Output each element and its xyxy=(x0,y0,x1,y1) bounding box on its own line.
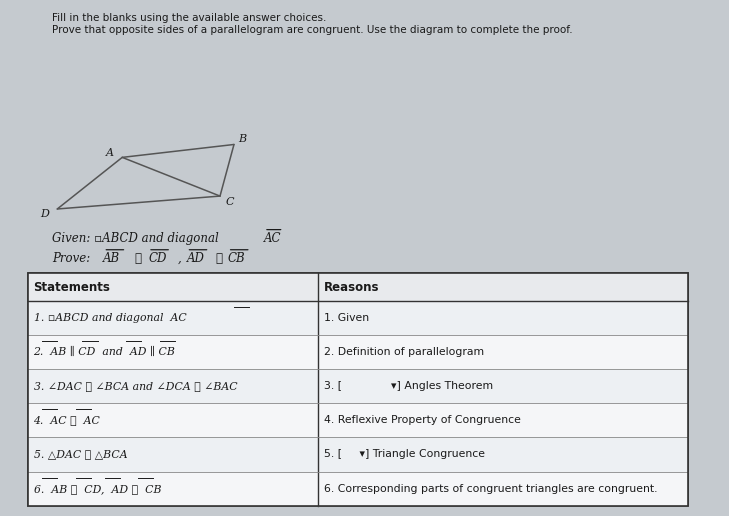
Text: CD: CD xyxy=(148,252,166,265)
Text: 4. Reflexive Property of Congruence: 4. Reflexive Property of Congruence xyxy=(324,415,521,425)
Text: Fill in the blanks using the available answer choices.: Fill in the blanks using the available a… xyxy=(52,13,327,23)
Text: Prove that opposite sides of a parallelogram are congruent. Use the diagram to c: Prove that opposite sides of a parallelo… xyxy=(52,25,573,35)
Text: 3. ∠DAC ≅ ∠BCA and ∠DCA ≅ ∠BAC: 3. ∠DAC ≅ ∠BCA and ∠DCA ≅ ∠BAC xyxy=(34,381,237,391)
Text: AC: AC xyxy=(264,232,281,245)
Text: 2.  AB ∥ CD  and  AD ∥ CB: 2. AB ∥ CD and AD ∥ CB xyxy=(34,347,176,357)
Text: AB: AB xyxy=(104,252,120,265)
Text: B: B xyxy=(238,134,246,144)
Bar xyxy=(28,301,688,335)
Bar xyxy=(28,369,688,403)
Text: CB: CB xyxy=(227,252,246,265)
Text: 5. △DAC ≅ △BCA: 5. △DAC ≅ △BCA xyxy=(34,449,127,459)
Bar xyxy=(28,472,688,506)
Text: ,: , xyxy=(178,252,182,265)
Bar xyxy=(28,273,688,506)
Bar xyxy=(28,335,688,369)
Text: 4.  AC ≅  AC: 4. AC ≅ AC xyxy=(34,415,101,425)
Text: 2. Definition of parallelogram: 2. Definition of parallelogram xyxy=(324,347,484,357)
Text: ≅: ≅ xyxy=(135,252,142,265)
Text: Reasons: Reasons xyxy=(324,281,379,294)
Text: 5. [     ▾] Triangle Congruence: 5. [ ▾] Triangle Congruence xyxy=(324,449,485,459)
Text: A: A xyxy=(106,148,114,158)
Text: AD: AD xyxy=(187,252,204,265)
Bar xyxy=(28,273,688,506)
Bar xyxy=(28,438,688,472)
Text: 3. [              ▾] Angles Theorem: 3. [ ▾] Angles Theorem xyxy=(324,381,493,391)
Text: 1. ▫ABCD and diagonal  AC: 1. ▫ABCD and diagonal AC xyxy=(34,313,187,323)
Text: ≅: ≅ xyxy=(215,252,222,265)
Bar xyxy=(28,403,688,438)
Text: Given: ▫ABCD and diagonal: Given: ▫ABCD and diagonal xyxy=(52,232,219,245)
Text: 1. Given: 1. Given xyxy=(324,313,369,323)
Text: 6. Corresponding parts of congruent triangles are congruent.: 6. Corresponding parts of congruent tria… xyxy=(324,483,658,494)
Text: C: C xyxy=(225,197,234,207)
Text: Statements: Statements xyxy=(34,281,110,294)
Text: D: D xyxy=(40,209,49,219)
Text: Prove:: Prove: xyxy=(52,252,90,265)
Text: 6.  AB ≅  CD,  AD ≅  CB: 6. AB ≅ CD, AD ≅ CB xyxy=(34,483,161,494)
Bar xyxy=(28,273,688,301)
